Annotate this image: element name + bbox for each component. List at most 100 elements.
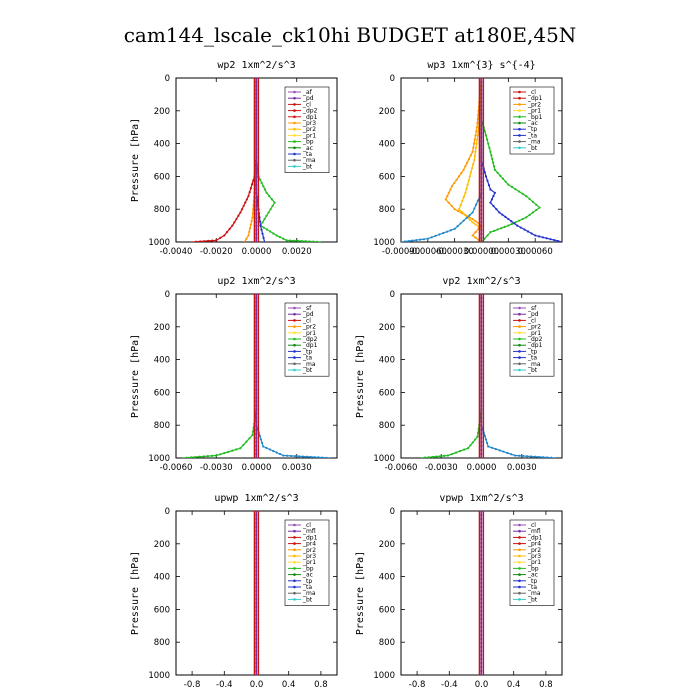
series-marker <box>466 447 470 450</box>
y-tick-label: 0 <box>165 290 170 300</box>
legend-label: _pd <box>302 95 314 102</box>
legend: _sf_pd_cl_pr2_pr1_dp2_dp1_tp_ta_ma_bt <box>509 302 555 377</box>
legend-label: _ta <box>527 584 537 591</box>
series-marker <box>513 222 516 225</box>
legend: _sf_pd_cl_pr2_pr1_dp2_dp1_tp_ta_ma_bt <box>284 302 330 377</box>
legend-marker <box>518 350 521 353</box>
y-tick-label: 0 <box>165 507 170 517</box>
series-marker <box>268 194 271 198</box>
series-marker <box>315 240 319 242</box>
legend-label: _bp <box>302 139 314 146</box>
series-marker <box>245 440 248 443</box>
series-marker <box>476 199 480 202</box>
series-marker <box>465 216 468 220</box>
series-marker <box>453 227 456 230</box>
x-tick-label: 0.8 <box>314 680 328 690</box>
series-marker <box>233 221 236 224</box>
series-marker <box>489 188 492 191</box>
series-marker <box>474 236 477 239</box>
series-group <box>421 294 556 458</box>
y-tick-label: 600 <box>379 172 395 182</box>
legend-marker <box>518 90 521 94</box>
series-marker <box>248 227 252 230</box>
series-marker <box>460 210 463 213</box>
series-marker <box>519 226 522 229</box>
legend-label: _ma <box>302 361 316 368</box>
legend-label: _bp <box>302 565 314 572</box>
legend-marker <box>518 319 521 322</box>
series-marker <box>498 211 501 214</box>
series-marker <box>462 168 465 171</box>
series-marker <box>450 185 454 188</box>
series-marker <box>293 239 296 242</box>
panel-2: wp3 1xm^{3} s^{-4}02004006008001000-0.00… <box>373 60 563 257</box>
series-marker <box>492 194 495 198</box>
series-marker <box>447 201 450 204</box>
x-tick-label: 0.0000 <box>242 463 272 473</box>
series-marker <box>305 455 308 458</box>
legend-marker <box>293 165 296 168</box>
x-tick-label: 0.8 <box>539 680 553 690</box>
series-marker <box>249 187 252 190</box>
y-tick-label: 0 <box>390 290 395 300</box>
series-marker <box>231 449 234 452</box>
series-marker <box>528 197 531 201</box>
series-marker <box>446 194 449 198</box>
series-marker <box>502 450 505 453</box>
series-group <box>401 78 562 242</box>
legend-marker <box>518 529 521 533</box>
legend-label: _cl <box>527 317 536 324</box>
series-marker <box>431 455 434 458</box>
y-axis-label: Pressure [hPa] <box>130 551 141 635</box>
series-marker <box>296 239 300 242</box>
legend-label: _dp1 <box>527 95 543 102</box>
series-marker <box>260 181 263 185</box>
y-tick-label: 600 <box>379 605 395 615</box>
series-marker <box>258 220 262 223</box>
series-marker <box>462 448 466 451</box>
series-marker <box>501 177 505 180</box>
series-marker <box>474 223 477 226</box>
series-marker <box>471 211 474 214</box>
series-marker <box>228 227 231 230</box>
series-marker <box>510 453 513 456</box>
series-marker <box>531 200 535 203</box>
x-tick-label: 0.0 <box>250 680 264 690</box>
series-marker <box>252 208 255 211</box>
legend-marker <box>518 523 521 527</box>
y-tick-label: 400 <box>379 573 395 583</box>
series-marker <box>474 231 477 234</box>
series-marker <box>194 455 197 458</box>
x-tick-label: -0.00060 <box>409 247 447 257</box>
series-marker <box>454 451 458 454</box>
x-tick-label: 0.4 <box>507 680 521 690</box>
legend-marker <box>293 343 296 347</box>
series-marker <box>469 444 472 447</box>
series-marker <box>498 449 501 452</box>
series-marker <box>297 455 301 458</box>
series-marker <box>490 154 493 157</box>
series-marker <box>541 236 544 239</box>
legend-label: _tp <box>302 348 312 355</box>
legend-marker <box>293 554 296 558</box>
series-marker <box>407 239 410 242</box>
panel-title: wp3 1xm^{3} s^{-4} <box>427 60 535 71</box>
series-marker <box>504 215 507 218</box>
series-marker <box>553 239 556 242</box>
panel-4: vp2 1xm^2/s^3 Pressure [hPa] 0 200 400 600 800… <box>355 276 563 473</box>
legend-box <box>284 519 330 606</box>
series-marker <box>542 456 545 458</box>
series-marker <box>468 218 471 221</box>
series-marker <box>489 231 492 234</box>
x-tick-label: -0.0020 <box>200 247 233 257</box>
legend-marker <box>293 312 296 316</box>
series-marker <box>557 239 560 242</box>
panel-1: wp2 1xm^2/s^3 Pressure [hPa] 0 200 400 600 800… <box>130 60 338 257</box>
legend-marker <box>518 109 521 112</box>
series-marker <box>500 227 503 230</box>
legend-marker <box>518 134 521 137</box>
series-marker <box>499 174 502 177</box>
legend-label: _mfl <box>527 528 541 535</box>
series-marker <box>483 171 486 174</box>
series-marker <box>450 204 453 208</box>
